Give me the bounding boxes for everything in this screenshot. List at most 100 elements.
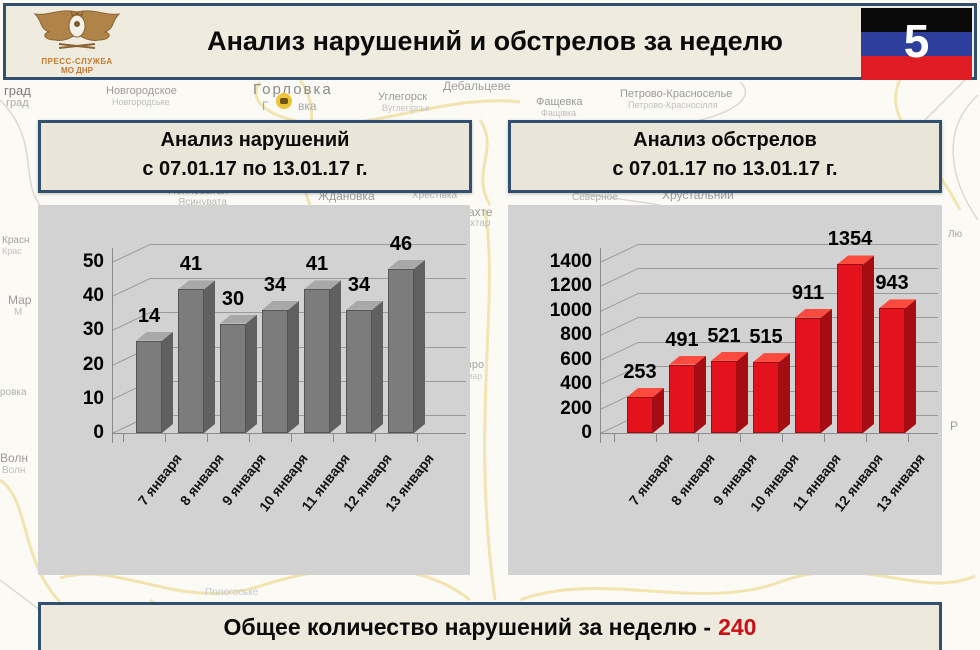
bar-side-face <box>372 300 383 433</box>
bar <box>220 323 246 433</box>
x-axis-label: 7 января <box>625 450 676 509</box>
y-axis-label: 600 <box>560 348 592 370</box>
y-axis-label: 1400 <box>549 251 592 272</box>
bar-side-face <box>246 314 257 433</box>
summary-banner: Общее количество нарушений за неделю -24… <box>38 602 942 650</box>
tick-mark <box>249 434 250 442</box>
map-label: вро <box>466 359 485 371</box>
emblem-caption-line1: ПРЕСС-СЛУЖБА <box>41 57 113 66</box>
flag-stripe-black <box>861 8 972 32</box>
town-works-marker-icon <box>276 93 292 109</box>
bar-top-face <box>304 280 341 290</box>
y-axis-line <box>112 248 113 443</box>
map-label: Вуглегірськ <box>382 103 430 113</box>
y-axis-label: 200 <box>560 397 592 419</box>
gridline-diagonal <box>112 278 151 298</box>
bar-top-face <box>669 355 706 365</box>
bar-value-label: 41 <box>305 253 329 276</box>
bar <box>837 264 863 433</box>
chart-title-line1: Анализ нарушений <box>160 129 350 151</box>
y-axis-label: 0 <box>581 422 592 443</box>
chart-title-line2: с 07.01.17 по 13.01.17 г. <box>612 158 838 180</box>
gridline-diagonal <box>600 268 639 288</box>
bar-side-face <box>204 280 215 433</box>
bar-value-label: 41 <box>179 253 203 276</box>
gridline <box>638 244 938 245</box>
map-label: Волн <box>0 451 29 465</box>
y-axis-label: 800 <box>560 324 592 346</box>
map-label: хтар <box>470 218 491 229</box>
y-axis-label: 30 <box>82 319 104 341</box>
bar-value-label: 521 <box>707 324 741 347</box>
emblem-caption-line2: МО ДНР <box>61 66 93 76</box>
bar <box>879 308 905 433</box>
tick-mark <box>782 434 783 442</box>
map-label: Северное <box>572 192 618 203</box>
map-label: Петрово-Красноселье <box>620 88 733 100</box>
bar-side-face <box>162 331 173 433</box>
map-label: Углегорск <box>378 91 428 103</box>
gridline-diagonal <box>600 292 639 312</box>
bar-side-face <box>653 387 664 433</box>
bar-side-face <box>288 300 299 433</box>
x-axis-line <box>112 433 466 434</box>
bar <box>388 268 414 433</box>
gridline <box>638 341 938 343</box>
map-label: Новгородське <box>112 97 170 107</box>
map-label: Хрестівка <box>412 190 458 201</box>
bar-value-label: 943 <box>875 272 909 295</box>
map-label: М <box>14 307 23 318</box>
tick-mark <box>375 434 376 442</box>
tick-mark <box>866 434 867 442</box>
bar-value-label: 14 <box>137 304 161 327</box>
bar-value-label: 34 <box>263 273 287 296</box>
map-label: Лю <box>948 229 963 240</box>
y-axis-label: 20 <box>82 353 104 375</box>
bar-value-label: 34 <box>347 273 371 296</box>
map-label: Фащівка <box>541 108 577 118</box>
bar <box>346 309 372 433</box>
bar-top-face <box>178 280 215 290</box>
gridline-diagonal <box>600 341 639 361</box>
tick-mark <box>614 434 615 442</box>
gridline <box>638 317 938 319</box>
bar-side-face <box>821 308 832 433</box>
bar <box>795 317 821 433</box>
gridline-diagonal <box>112 244 151 263</box>
map-label: град <box>4 83 31 98</box>
tick-mark <box>698 434 699 442</box>
y-axis-line <box>600 248 601 443</box>
map-label: ахте <box>468 205 493 219</box>
page-number: 5 <box>903 15 930 67</box>
y-axis-label: 40 <box>82 285 104 307</box>
bar <box>304 289 330 433</box>
gridline <box>150 244 466 245</box>
bar-top-face <box>346 300 383 310</box>
tick-mark <box>824 434 825 442</box>
x-axis-line <box>600 433 938 434</box>
map-label: Горловка <box>253 81 333 98</box>
tick-mark <box>165 434 166 442</box>
map-label: Г <box>262 99 269 113</box>
chart-title-line1: Анализ обстрелов <box>633 129 817 151</box>
shellings-chart: 0 200 400 600 800 1000 1200 1400 253 7 января 491 8… <box>508 205 942 575</box>
gridline <box>150 278 466 280</box>
bar-side-face <box>414 259 425 433</box>
bar-top-face <box>220 314 257 324</box>
chart-title-line2: с 07.01.17 по 13.01.17 г. <box>142 158 368 180</box>
shellings-title-box: Анализ обстрелов с 07.01.17 по 13.01.17 … <box>508 120 942 193</box>
bar-value-label: 30 <box>221 287 245 310</box>
dnr-flag: 5 <box>861 8 972 80</box>
bar-top-face <box>262 300 299 310</box>
bar-side-face <box>737 351 748 433</box>
map-label: вка <box>298 99 317 113</box>
flag-stripe-blue <box>861 32 972 56</box>
map-label: Пологоське <box>205 587 259 598</box>
map-label: Крас <box>2 246 22 256</box>
y-axis-label: 50 <box>82 251 104 272</box>
gridline-diagonal <box>600 244 639 263</box>
bar-side-face <box>330 280 341 433</box>
map-label: Волн <box>2 465 26 476</box>
bar-top-face <box>879 299 916 309</box>
bar-top-face <box>711 351 748 361</box>
